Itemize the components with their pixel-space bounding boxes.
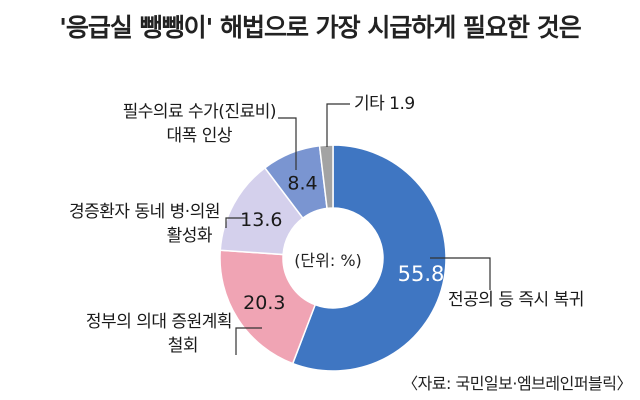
label-fee-increase-line1: 필수의료 수가(진료비): [122, 102, 277, 122]
leader-clinic-activation: [225, 217, 246, 228]
leader-immediate-return: [430, 257, 491, 290]
label-immediate-return: 전공의 등 즉시 복귀: [448, 288, 584, 312]
label-other-line1: 기타 1.9: [354, 94, 415, 114]
slice-immediate-return: [291, 144, 447, 372]
label-withdraw-increase-line2: 철회: [167, 336, 199, 356]
unit-label: (단위: %): [294, 251, 362, 270]
slice-other: [318, 144, 334, 210]
label-fee-increase: 필수의료 수가(진료비) 대폭 인상: [60, 100, 277, 148]
label-immediate-return-line1: 전공의 등 즉시 복귀: [448, 290, 584, 310]
value-fee-increase: 8.4: [287, 172, 317, 194]
leader-fee-increase: [278, 117, 297, 170]
slice-withdraw-increase: [219, 249, 317, 365]
leader-withdraw-increase: [235, 327, 262, 355]
label-withdraw-increase: 정부의 의대 증원계획 철회: [64, 310, 233, 358]
label-clinic-activation-line2: 활성화: [166, 226, 213, 246]
value-immediate-return: 55.8: [398, 262, 445, 286]
label-other: 기타 1.9: [354, 92, 415, 116]
label-clinic-activation-line1: 경증환자 동네 병·의원: [69, 202, 220, 222]
chart-title: '응급실 뺑뺑이' 해법으로 가장 시급하게 필요한 것은: [59, 13, 582, 42]
leader-other: [326, 103, 350, 147]
label-clinic-activation: 경증환자 동네 병·의원 활성화: [20, 200, 220, 248]
value-withdraw-increase: 20.3: [243, 292, 285, 314]
value-clinic-activation: 13.6: [240, 209, 282, 231]
source-note: 〈자료: 국민일보·엠브레인퍼블릭〉: [402, 374, 632, 393]
label-fee-increase-line2: 대폭 인상: [166, 126, 233, 146]
label-withdraw-increase-line1: 정부의 의대 증원계획: [85, 312, 233, 332]
